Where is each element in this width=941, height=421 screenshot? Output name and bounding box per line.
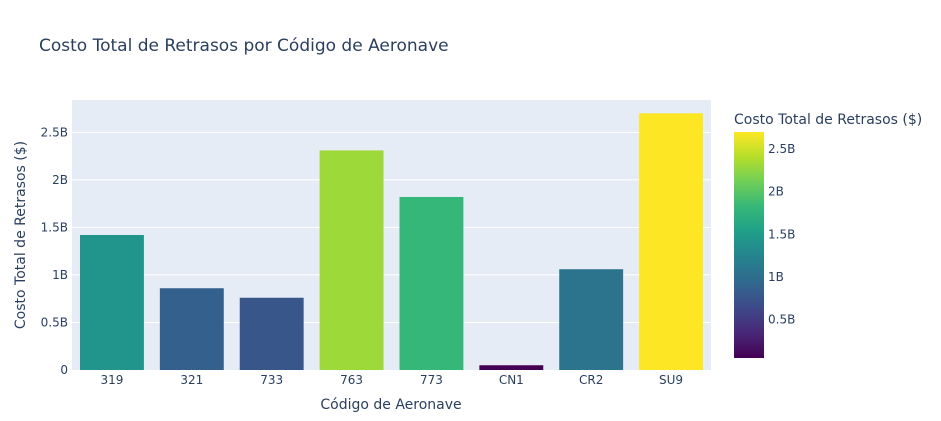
x-ticks: 319 321 733 763 773 CN1 CR2 SU9 [100, 373, 683, 387]
chart-title: Costo Total de Retrasos por Código de Ae… [39, 36, 449, 56]
x-tick-label: 773 [420, 373, 443, 387]
colorbar-tick-label: 2B [768, 185, 784, 199]
y-tick-label: 0.5B [41, 315, 68, 329]
colorbar [734, 132, 764, 358]
bar-763[interactable] [319, 150, 384, 370]
colorbar-title: Costo Total de Retrasos ($) [734, 112, 922, 128]
colorbar-ticks: 0.5B 1B 1.5B 2B 2.5B [768, 142, 795, 327]
bar-cr2[interactable] [559, 269, 624, 370]
x-tick-label: 321 [180, 373, 203, 387]
y-tick-label: 2B [52, 173, 68, 187]
bar-su9[interactable] [639, 113, 704, 370]
y-tick-label: 0 [60, 363, 68, 377]
y-tick-label: 2.5B [41, 125, 68, 139]
bar-319[interactable] [79, 235, 144, 370]
x-tick-label: 733 [260, 373, 283, 387]
colorbar-tick-label: 0.5B [768, 313, 795, 327]
colorbar-tick-label: 2.5B [768, 142, 795, 156]
x-tick-label: CR2 [579, 373, 603, 387]
y-ticks: 0 0.5B 1B 1.5B 2B 2.5B [41, 125, 68, 377]
y-tick-label: 1B [52, 268, 68, 282]
x-tick-label: 319 [100, 373, 123, 387]
bar-733[interactable] [239, 297, 304, 370]
x-tick-label: 763 [340, 373, 363, 387]
x-tick-label: SU9 [659, 373, 683, 387]
y-axis-title: Costo Total de Retrasos ($) [13, 141, 29, 329]
x-axis-title: Código de Aeronave [320, 397, 461, 413]
colorbar-tick-label: 1.5B [768, 227, 795, 241]
y-tick-label: 1.5B [41, 220, 68, 234]
bars [79, 113, 704, 370]
x-tick-label: CN1 [499, 373, 524, 387]
colorbar-tick-label: 1B [768, 270, 784, 284]
bar-773[interactable] [399, 196, 464, 370]
bar-cn1[interactable] [479, 365, 544, 370]
bar-321[interactable] [159, 288, 224, 370]
